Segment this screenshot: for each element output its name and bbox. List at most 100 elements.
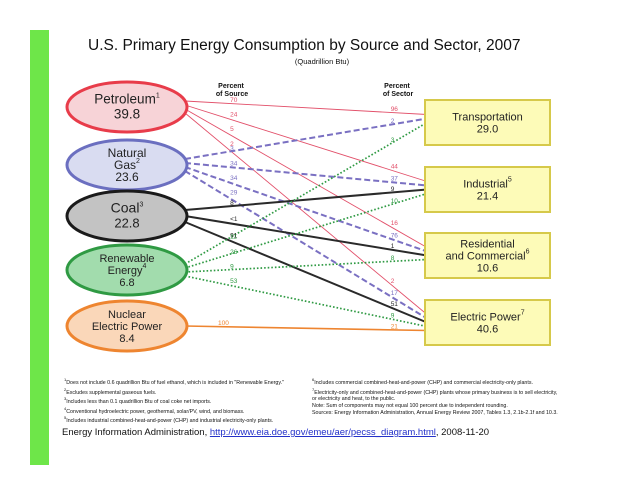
footnote-number: 2	[64, 386, 67, 392]
percent-of-sector-label: 9	[391, 186, 395, 193]
footnote: Note: Sum of components may not equal 10…	[312, 403, 558, 410]
footnotes-left: 1Does not include 0.6 quadrillion Btu of…	[64, 377, 284, 425]
source-ellipse	[65, 80, 189, 134]
sector-label: 10.6	[477, 263, 498, 275]
percent-of-source-label: <1	[230, 216, 238, 223]
percent-of-source-label: 24	[230, 112, 238, 119]
source-ellipse	[65, 243, 189, 297]
percent-of-source-label: 8	[230, 200, 234, 207]
source-label: Electric Power	[92, 321, 163, 333]
percent-of-sector-label: 96	[391, 106, 399, 113]
source-label: 39.8	[114, 107, 140, 122]
percent-of-source-label: 34	[230, 160, 238, 167]
footnote-text: or electricity and heat, to the public.	[312, 396, 396, 403]
footnote-number: 5	[64, 415, 67, 421]
percent-of-sector-heading: Percent of Sector	[383, 83, 414, 98]
flow-line	[184, 325, 428, 332]
percent-of-sector-label: 37	[391, 176, 399, 183]
footnote-number: 4	[64, 405, 67, 411]
footnote: 7Electricity-only and combined-heat-and-…	[312, 387, 558, 397]
percent-of-sector-label: 17	[391, 290, 399, 297]
diagram-title: U.S. Primary Energy Consumption by Sourc…	[88, 37, 521, 54]
footnote: 6Includes commercial combined-heat-and-p…	[312, 377, 558, 387]
percent-of-sector-label: 2	[391, 118, 395, 125]
flow-line	[184, 215, 428, 257]
source-label: Coal3	[111, 200, 144, 216]
percent-of-sector-label: 9	[391, 312, 395, 319]
footnote-number: 3	[64, 396, 67, 402]
source-ellipse	[65, 189, 189, 243]
flow-line	[184, 117, 428, 160]
flow-line	[184, 112, 428, 315]
percent-of-source-label: 100	[218, 320, 229, 327]
sector-label: Residential	[460, 239, 514, 251]
sector-label: and Commercial6	[446, 249, 530, 263]
source-label: 6.8	[119, 277, 134, 289]
percent-of-sector-label: 16	[391, 220, 399, 227]
percent-of-source-label: 53	[230, 278, 238, 285]
percent-labels: 70962444516223234373476291789<1191511132…	[218, 97, 398, 331]
source-label: Natural	[108, 146, 147, 160]
source-label: 22.8	[114, 216, 139, 231]
source-credit-link[interactable]: http://www.eia.doe.gov/emeu/aer/pecss_di…	[209, 427, 436, 438]
percent-of-sector-label: 2	[391, 278, 395, 285]
footnote-number: 6	[312, 377, 315, 382]
source-credit-prefix: Energy Information Administration,	[62, 427, 210, 438]
footnote-marker: 2	[136, 158, 140, 165]
flow-line	[184, 170, 428, 320]
flow-line	[184, 275, 428, 328]
source-label: Nuclear	[108, 309, 146, 321]
flow-line	[184, 258, 428, 273]
percent-of-source-label: 11	[230, 233, 237, 240]
footnote-marker: 6	[526, 249, 530, 256]
percent-of-source-heading: Percent of Source	[216, 83, 248, 98]
sector-box	[424, 232, 551, 279]
footnotes-right: 6Includes commercial combined-heat-and-p…	[312, 377, 558, 417]
sector-label: Industrial5	[463, 177, 512, 191]
footnote-marker: 3	[139, 202, 143, 209]
sector-label: 21.4	[477, 191, 498, 203]
footnote-text: Electricity-only and combined-heat-and-p…	[314, 389, 558, 396]
percent-of-sector-label: 44	[391, 164, 399, 171]
flow-lines	[184, 100, 428, 332]
footnote-text: Excludes supplemental gaseous fuels.	[66, 389, 157, 396]
flow-line	[184, 100, 428, 115]
source-ellipse	[65, 299, 189, 353]
footnote-marker: 7	[521, 310, 525, 317]
accent-bar	[30, 30, 49, 465]
percent-of-source-label: 2	[230, 141, 234, 148]
sector-box	[424, 299, 551, 346]
flow-line	[184, 162, 428, 187]
footnote: 1Does not include 0.6 quadrillion Btu of…	[64, 377, 284, 387]
source-label: Petroleum1	[94, 92, 160, 107]
footnote-marker: 5	[508, 177, 512, 184]
footnote-text: Conventional hydroelectric power, geothe…	[66, 408, 245, 415]
sector-label: Electric Power7	[450, 310, 524, 324]
footnote-text: Includes industrial combined-heat-and-po…	[66, 418, 274, 425]
percent-of-sector-label: 1	[391, 243, 395, 250]
percent-of-sector-label: 21	[391, 323, 399, 330]
source-label: Energy4	[108, 263, 147, 277]
source-label: Gas2	[114, 158, 140, 172]
percent-of-source-label: 34	[230, 175, 238, 182]
footnote-number: 7	[312, 386, 315, 392]
percent-of-source-label: 29	[230, 190, 238, 197]
sector-label: Transportation	[452, 112, 523, 124]
percent-of-source-label: 5	[230, 126, 234, 133]
footnote: or electricity and heat, to the public.	[312, 396, 558, 403]
sector-label: 29.0	[477, 124, 498, 136]
footnote-text: Sources: Energy Information Administrati…	[312, 409, 558, 416]
footnote: 2Excludes supplemental gaseous fuels.	[64, 387, 284, 397]
footnote-text: Includes commercial combined-heat-and-po…	[314, 379, 533, 386]
percent-of-source-label: 9	[230, 263, 234, 270]
